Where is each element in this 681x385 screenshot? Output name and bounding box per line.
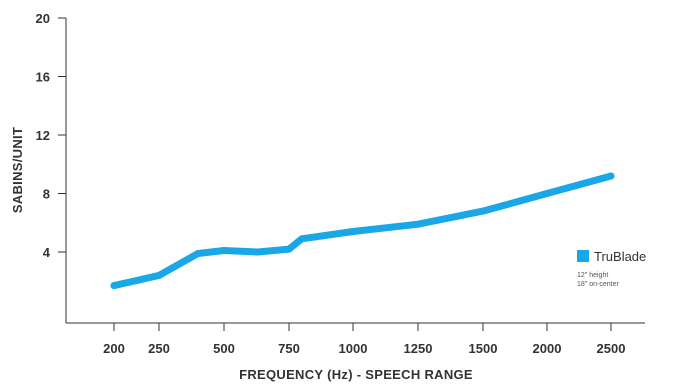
x-tick-label: 200 xyxy=(103,341,125,356)
y-tick-label: 12 xyxy=(36,128,50,143)
data-point xyxy=(254,248,262,256)
y-tick-label: 4 xyxy=(43,245,51,260)
x-tick-label: 1000 xyxy=(339,341,368,356)
y-axis-title: SABINS/UNIT xyxy=(10,127,25,213)
data-point xyxy=(479,207,487,215)
legend-note-height: 12" height xyxy=(577,272,608,279)
data-point xyxy=(607,172,615,180)
legend-swatch xyxy=(577,250,589,262)
data-point xyxy=(285,245,293,253)
series-line-trublade xyxy=(110,172,615,290)
x-tick-label: 500 xyxy=(213,341,235,356)
x-tick-label: 750 xyxy=(278,341,300,356)
data-point xyxy=(543,190,551,197)
data-point xyxy=(220,247,228,254)
series-layer xyxy=(110,172,615,290)
data-point xyxy=(298,235,306,243)
data-point xyxy=(414,220,422,228)
legend: TruBlade 12" height 18" on-center xyxy=(577,249,646,288)
data-point xyxy=(155,271,163,279)
x-tick-label: 1250 xyxy=(404,341,433,356)
x-axis-title: FREQUENCY (Hz) - SPEECH RANGE xyxy=(239,367,473,382)
x-tick-label: 1500 xyxy=(469,341,498,356)
y-axis-ticks: 4 8 12 16 20 xyxy=(36,11,66,260)
x-tick-label: 2000 xyxy=(533,341,562,356)
legend-label: TruBlade xyxy=(594,249,646,264)
y-tick-label: 16 xyxy=(36,70,50,85)
data-point xyxy=(110,282,118,290)
y-tick-label: 20 xyxy=(36,11,50,26)
x-tick-label: 250 xyxy=(148,341,170,356)
y-tick-label: 8 xyxy=(43,187,50,202)
x-tick-label: 2500 xyxy=(597,341,626,356)
chart-axes xyxy=(65,18,645,324)
x-axis-ticks: 200 250 500 750 1000 1250 1500 2000 2500 xyxy=(103,323,625,356)
legend-note-spacing: 18" on-center xyxy=(577,281,619,288)
data-point xyxy=(194,250,202,257)
data-point xyxy=(349,228,357,235)
